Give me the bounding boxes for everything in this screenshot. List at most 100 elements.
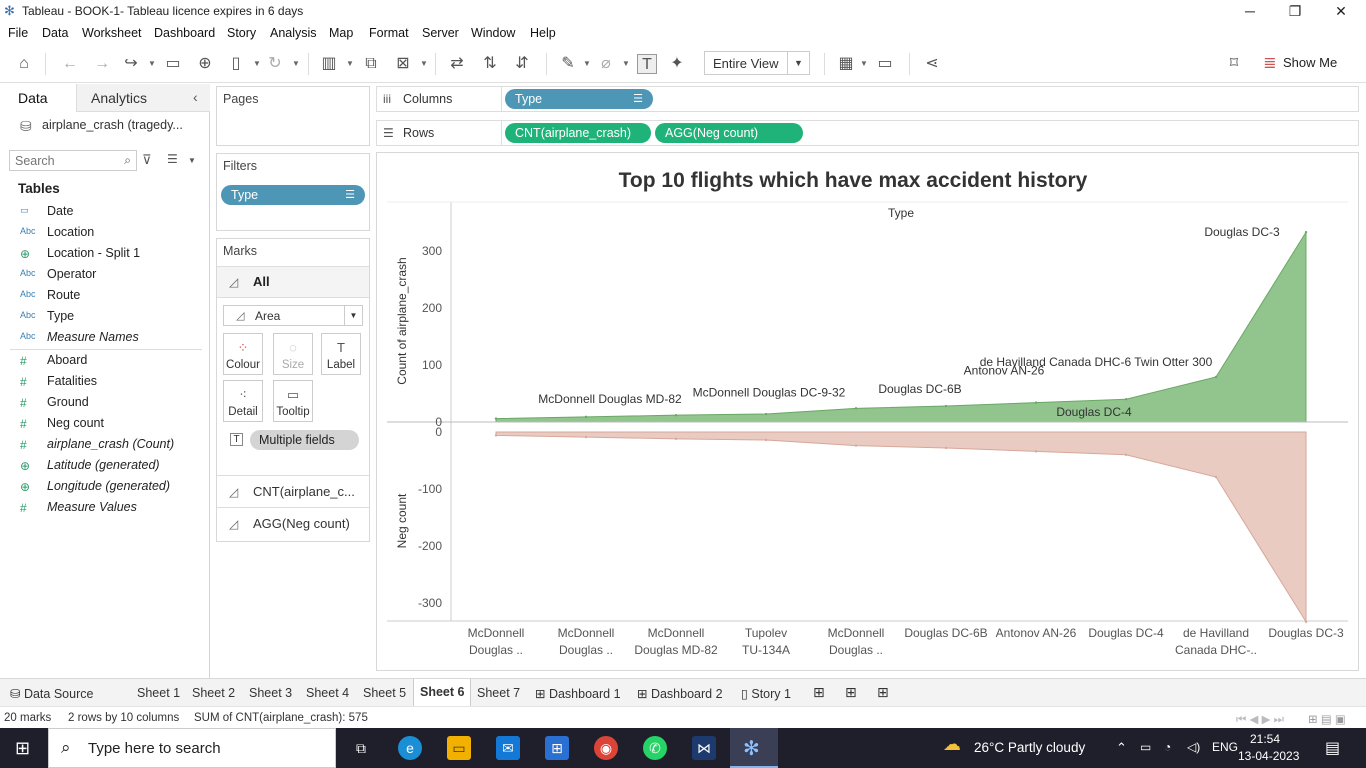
- field-item[interactable]: ⊕ Latitude (generated): [0, 455, 205, 476]
- save-icon[interactable]: ▭: [165, 55, 181, 72]
- chevron-down-icon[interactable]: ▼: [292, 59, 300, 68]
- edge-icon[interactable]: e: [398, 736, 422, 760]
- windows-start-icon[interactable]: ⊞: [15, 738, 31, 758]
- tab-sheet-2[interactable]: Sheet 2: [192, 686, 236, 700]
- chevron-down-icon[interactable]: ▼: [787, 52, 809, 74]
- field-item[interactable]: Abc Type: [0, 306, 205, 327]
- chevron-down-icon[interactable]: ▼: [346, 59, 354, 68]
- new-worksheet-icon[interactable]: ▥: [321, 55, 337, 72]
- weather-icon[interactable]: ☁: [943, 734, 961, 754]
- tooltip-button[interactable]: ▭ Tooltip: [273, 380, 313, 422]
- columns-pill-type[interactable]: Type ☰: [505, 89, 653, 109]
- tab-story-1[interactable]: ▯ Story 1: [741, 686, 791, 701]
- colour-button[interactable]: ⁘ Colour: [223, 333, 263, 375]
- rows-pill-neg[interactable]: AGG(Neg count): [655, 123, 803, 143]
- sort-descending-icon[interactable]: ⇵: [515, 55, 529, 72]
- new-datasource-icon[interactable]: ⊕: [198, 55, 212, 72]
- clear-sheet-icon[interactable]: ⊠: [396, 55, 410, 72]
- menu-format[interactable]: Format: [369, 26, 409, 40]
- clock-date[interactable]: 13-04-2023: [1238, 749, 1300, 763]
- tab-sheet-7[interactable]: Sheet 7: [477, 686, 521, 700]
- chevron-up-icon[interactable]: ⌃: [1116, 740, 1127, 755]
- tab-dashboard-1[interactable]: ⊞ Dashboard 1: [535, 686, 621, 701]
- tab-analytics[interactable]: Analytics ‹: [76, 84, 210, 112]
- field-item[interactable]: Abc Measure Names: [0, 327, 205, 348]
- task-view-icon[interactable]: ⧉: [356, 740, 366, 756]
- redo-icon[interactable]: →: [94, 55, 110, 72]
- refresh-icon[interactable]: ↻: [268, 55, 282, 72]
- menu-window[interactable]: Window: [471, 26, 516, 40]
- view-options-icon[interactable]: ☰: [167, 152, 178, 166]
- chevron-down-icon[interactable]: ▼: [344, 306, 362, 325]
- clock-time[interactable]: 21:54: [1250, 732, 1281, 746]
- undo-icon[interactable]: ←: [62, 55, 78, 72]
- field-item[interactable]: ▭ Date: [0, 201, 205, 222]
- menu-worksheet[interactable]: Worksheet: [82, 26, 142, 40]
- presentation-icon[interactable]: ▭: [877, 55, 893, 72]
- field-item[interactable]: ⊕ Longitude (generated): [0, 476, 205, 497]
- tab-sheet-5[interactable]: Sheet 5: [363, 686, 407, 700]
- menu-file[interactable]: File: [8, 26, 29, 40]
- notifications-icon[interactable]: ▤: [1325, 740, 1341, 757]
- tab-data[interactable]: Data: [0, 84, 76, 112]
- nav-arrows-icon[interactable]: ⏮ ◀ ▶ ⏭: [1236, 714, 1284, 726]
- pages-card[interactable]: Pages: [216, 86, 370, 146]
- new-dashboard-icon[interactable]: ⊞: [845, 684, 857, 700]
- area-chart[interactable]: Top 10 flights which have max accident h…: [377, 153, 1358, 670]
- tableau-taskbar-button[interactable]: ✻: [730, 728, 778, 768]
- tab-sheet-4[interactable]: Sheet 4: [306, 686, 350, 700]
- chevron-down-icon[interactable]: ▼: [188, 156, 196, 165]
- detail-button[interactable]: ⁖ Detail: [223, 380, 263, 422]
- mark-card-neg[interactable]: ◿ AGG(Neg count): [217, 507, 369, 539]
- show-me-icon[interactable]: ≣: [1263, 55, 1277, 72]
- filter-pill-type[interactable]: Type ☰: [221, 185, 365, 205]
- swap-icon[interactable]: ⇄: [450, 55, 464, 72]
- size-button[interactable]: ◌ Size: [273, 333, 313, 375]
- file-explorer-icon[interactable]: ▭: [447, 736, 471, 760]
- label-button[interactable]: T Label: [321, 333, 361, 375]
- chrome-icon[interactable]: ◉: [594, 736, 618, 760]
- rows-pill-cnt[interactable]: CNT(airplane_crash): [505, 123, 651, 143]
- field-item[interactable]: # Neg count: [0, 413, 205, 434]
- rows-shelf[interactable]: ☰ Rows CNT(airplane_crash) AGG(Neg count…: [376, 120, 1359, 146]
- share-icon[interactable]: ⋖: [925, 55, 939, 72]
- field-item[interactable]: Abc Location: [0, 222, 205, 243]
- menu-server[interactable]: Server: [422, 26, 459, 40]
- chevron-down-icon[interactable]: ▼: [148, 59, 156, 68]
- tab-data-source[interactable]: ⛁ Data Source: [10, 686, 93, 701]
- menu-help[interactable]: Help: [530, 26, 556, 40]
- volume-icon[interactable]: ◁): [1187, 740, 1201, 754]
- chevron-down-icon[interactable]: ▼: [583, 59, 591, 68]
- mail-icon[interactable]: ✉: [496, 736, 520, 760]
- marks-all-row[interactable]: ◿ All: [217, 266, 369, 298]
- highlight-icon[interactable]: ✎: [561, 55, 575, 72]
- mark-card-cnt[interactable]: ◿ CNT(airplane_c...: [217, 475, 369, 507]
- menu-analysis[interactable]: Analysis: [270, 26, 317, 40]
- filter-icon[interactable]: ⊽: [142, 152, 152, 167]
- filters-card[interactable]: Filters Type ☰: [216, 153, 370, 231]
- chevron-down-icon[interactable]: ▼: [420, 59, 428, 68]
- fit-view-select[interactable]: Entire View ▼: [704, 51, 810, 75]
- tab-sheet-6[interactable]: Sheet 6: [413, 679, 472, 707]
- show-me-button[interactable]: Show Me: [1283, 55, 1338, 70]
- chevron-down-icon[interactable]: ▼: [860, 59, 868, 68]
- pause-updates-icon[interactable]: ▯: [231, 55, 241, 72]
- wifi-icon[interactable]: ◔: [1164, 740, 1172, 754]
- multiple-fields-pill[interactable]: Multiple fields: [250, 430, 359, 450]
- field-item[interactable]: # Ground: [0, 392, 205, 413]
- menu-data[interactable]: Data: [42, 26, 69, 40]
- attach-icon[interactable]: ⌀: [601, 55, 611, 72]
- tab-dashboard-2[interactable]: ⊞ Dashboard 2: [637, 686, 723, 701]
- format-painter-icon[interactable]: ⌑: [1229, 55, 1239, 72]
- columns-shelf[interactable]: iii Columns Type ☰: [376, 86, 1359, 112]
- collapse-pane-icon[interactable]: ‹: [193, 89, 198, 105]
- datasource-name[interactable]: airplane_crash (tragedy...: [42, 118, 183, 132]
- field-item[interactable]: Abc Route: [0, 285, 205, 306]
- mark-type-select[interactable]: ◿ Area ▼: [223, 305, 363, 326]
- minimize-icon[interactable]: ─: [1245, 3, 1255, 19]
- new-worksheet-icon[interactable]: ⊞: [813, 684, 825, 700]
- field-item[interactable]: # Aboard: [0, 350, 205, 371]
- grid-view-icon[interactable]: ⊞ ▤ ▣: [1308, 714, 1346, 726]
- chevron-down-icon[interactable]: ▼: [622, 59, 630, 68]
- sort-ascending-icon[interactable]: ⇅: [483, 55, 497, 72]
